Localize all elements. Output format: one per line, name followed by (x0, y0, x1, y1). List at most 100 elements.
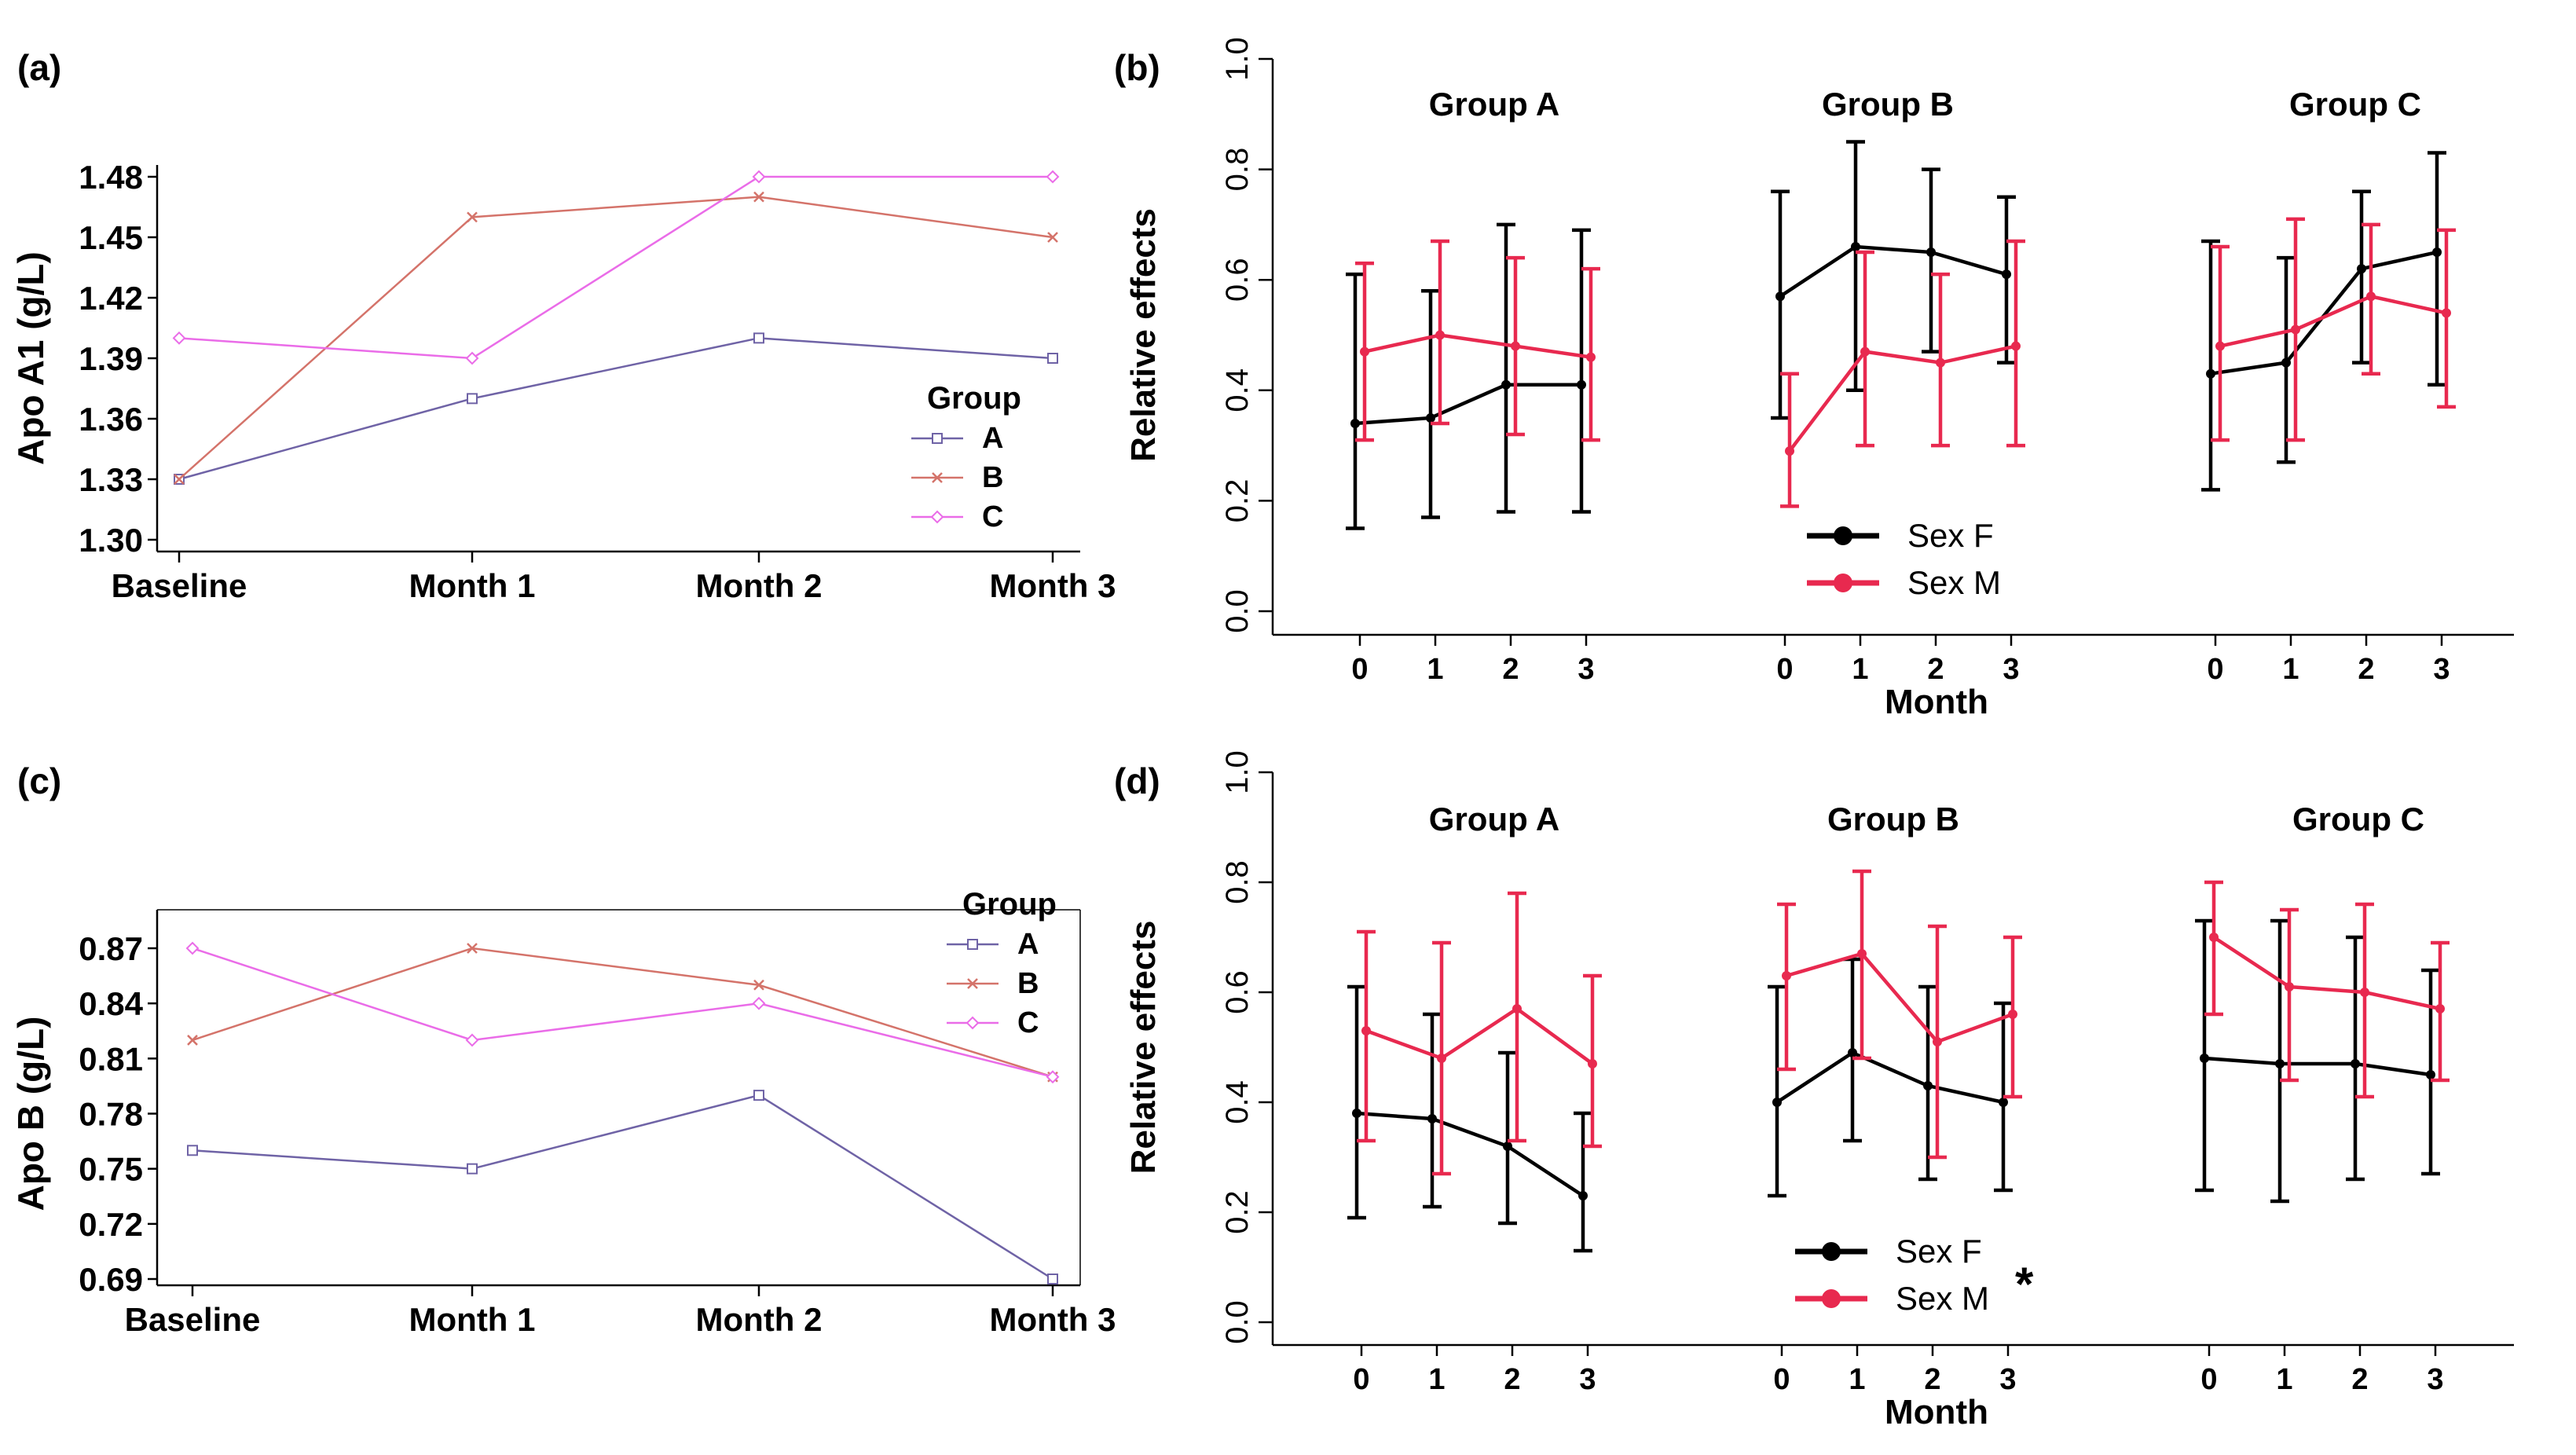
panel-c-y-tick-label: 0.87 (79, 930, 143, 967)
panel-d-mean-point-M (2360, 988, 2369, 997)
panel-a-legend-marker-A (932, 433, 943, 444)
panel-b-y-axis-label: Relative effects (1124, 208, 1163, 462)
panel-c-series-A-point (1047, 1274, 1058, 1285)
panel-b-x-tick-label: 3 (1577, 653, 1594, 686)
panel-b-mean-point-F (2357, 264, 2366, 274)
panel-c-series-A-line (192, 1094, 1053, 1281)
panel-b-mean-point-M (1785, 446, 1794, 456)
panel-b-mean-point-F (2281, 357, 2291, 368)
panel-c-x-tick-label: Month 3 (990, 1301, 1116, 1338)
panel-b-mean-point-F (1775, 291, 1785, 302)
panel-a-x-tick-label: Baseline (112, 567, 247, 604)
panel-d-y-axis-label: Relative effects (1124, 921, 1163, 1175)
panel-d-group-title: Group C (2292, 801, 2424, 837)
panel-a-y-tick-label: 1.48 (79, 159, 143, 196)
panel-d-mean-point-M (2008, 1010, 2017, 1019)
panel-a-legend-title: Group (927, 381, 1021, 416)
panel-c-series-C-point (1046, 1070, 1060, 1084)
panel-c-series-B-point (467, 943, 478, 954)
panel-d-mean-line-M (1786, 951, 2014, 1044)
panel-c-x-tick-label: Month 1 (409, 1301, 536, 1338)
panel-d-y-tick-label: 0.2 (1220, 1190, 1255, 1234)
panel-c-x-tick-label: Baseline (125, 1301, 261, 1338)
panel-b-mean-point-M (2366, 291, 2376, 302)
panel-a-y-tick-label: 1.36 (79, 401, 143, 438)
panel-b-mean-point-F (1350, 418, 1360, 428)
panel-a-y-axis-label: Apo A1 (g/L) (10, 251, 51, 465)
panel-b-group-title: Group B (1822, 86, 1954, 123)
panel-c-legend-marker-B (967, 978, 978, 989)
panel-a-series-C-point (1046, 170, 1060, 184)
panel-b-x-tick-label: 0 (1351, 653, 1368, 686)
panel-a-series-A-point (753, 332, 764, 344)
panel-b-legend-label-0: Sex F (1907, 517, 1994, 554)
panel-c-series-C-line (192, 947, 1053, 1078)
panel-c-series-A-point (753, 1090, 764, 1101)
panel-c-chart: 0.69 0.72 0.75 0.78 0.81 0.84 0.87 Baseline Mont… (10, 887, 1116, 1338)
panel-c-y-tick-label: 0.69 (79, 1261, 143, 1298)
panel-d-significance-marker: * (2015, 1258, 2034, 1310)
panel-b-mean-point-M (1360, 346, 1369, 357)
panel-d-x-tick-label: 1 (2276, 1363, 2292, 1396)
panel-c-legend-title: Group (962, 887, 1057, 922)
panel-a-y-tick-label: 1.33 (79, 461, 143, 498)
panel-c-series-A-point (187, 1145, 198, 1156)
panel-b-x-tick-label: 2 (1927, 653, 1944, 686)
panel-a-y-tick-label: 1.42 (79, 280, 143, 317)
panel-d-mean-point-F (1503, 1142, 1512, 1151)
panel-b-x-axis-label: Month (1885, 683, 1988, 721)
panel-c-legend-label-B: B (1017, 967, 1039, 1000)
panel-d-mean-line-M (2212, 936, 2441, 1011)
panel-d-y-tick-label: 0.4 (1220, 1080, 1255, 1124)
panel-d-x-tick-label: 2 (1924, 1363, 1940, 1396)
panel-b-x-tick-label: 2 (1502, 653, 1519, 686)
panel-d-x-tick-label: 3 (1999, 1363, 2016, 1396)
panel-d-mean-point-F (1923, 1081, 1933, 1090)
panel-a-series-B-point (1047, 232, 1058, 243)
panel-d-mean-point-M (1437, 1054, 1446, 1063)
panel-d-mean-line-F (1356, 1111, 1585, 1197)
panel-c-series-A-point (467, 1163, 478, 1175)
panel-c-series-B-point (753, 979, 764, 991)
panel-d-x-tick-label: 1 (1428, 1363, 1445, 1396)
panel-a-series-B-point (174, 474, 185, 485)
panel-d-x-tick-label: 2 (1504, 1363, 1520, 1396)
panel-label-c: (c) (17, 760, 61, 801)
panel-d-x-tick-label: 0 (1773, 1363, 1790, 1396)
panel-b-y-tick-label: 0.6 (1220, 258, 1255, 302)
panel-d-mean-line-F (2204, 1056, 2431, 1077)
panel-b-mean-point-F (2206, 368, 2215, 379)
panel-b-mean-point-F (1426, 412, 1435, 423)
panel-a-legend-label-A: A (982, 422, 1003, 455)
panel-d-y-tick-label: 0.8 (1220, 860, 1255, 904)
panel-a-y-tick-label: 1.39 (79, 340, 143, 377)
panel-a-series-C-point (172, 331, 186, 345)
panel-c-y-tick-label: 0.81 (79, 1040, 143, 1077)
panel-d-mean-point-F (2351, 1059, 2360, 1068)
panel-d-x-tick-label: 0 (2200, 1363, 2217, 1396)
panel-b-mean-point-F (1501, 379, 1511, 390)
panel-a-series-C-point (752, 170, 766, 184)
panel-d-legend-marker-1 (1822, 1289, 1841, 1308)
panel-b-y-tick-label: 1.0 (1220, 37, 1255, 81)
panel-d-mean-point-F (1352, 1109, 1361, 1118)
panel-d-legend-label-1: Sex M (1896, 1280, 1989, 1317)
panel-b-mean-line-M (2219, 294, 2447, 348)
panel-b-mean-line-F (1779, 244, 2007, 299)
panel-d-mean-point-F (1848, 1048, 1857, 1057)
panel-label-b: (b) (1114, 47, 1160, 88)
panel-b-mean-point-F (1926, 247, 1936, 258)
panel-c-legend-marker-C (966, 1016, 980, 1030)
panel-b-x-tick-label: 1 (1427, 653, 1443, 686)
panel-d-x-tick-label: 3 (2427, 1363, 2443, 1396)
panel-label-d: (d) (1114, 760, 1160, 801)
panel-d-y-tick-label: 0.0 (1220, 1300, 1255, 1344)
panel-d-x-tick-label: 1 (1849, 1363, 1865, 1396)
panel-d-mean-point-F (1999, 1098, 2008, 1107)
panel-a-series-A-point (467, 393, 478, 405)
panel-d-y-tick-label: 1.0 (1220, 750, 1255, 794)
panel-b-mean-point-M (1435, 330, 1445, 340)
panel-a-series-A-line (178, 337, 1053, 481)
panel-c-legend-marker-A (967, 939, 978, 950)
panel-d-mean-point-F (1772, 1098, 1782, 1107)
